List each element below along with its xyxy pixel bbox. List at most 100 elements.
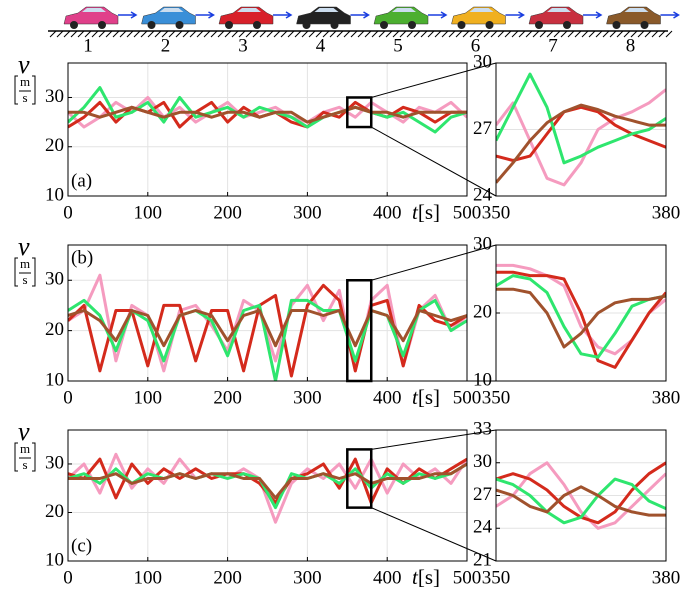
x-tick-label: 100 xyxy=(134,387,163,408)
x-tick-label: 350 xyxy=(482,202,511,223)
y-tick-label: 20 xyxy=(473,301,492,322)
wheel xyxy=(330,21,339,29)
x-tick-label: 380 xyxy=(652,567,681,588)
car-window xyxy=(624,8,649,12)
series-line xyxy=(68,86,467,134)
vehicle-number: 7 xyxy=(548,35,558,56)
arrow xyxy=(583,11,603,19)
x-tick-label: 350 xyxy=(482,567,511,588)
series-line xyxy=(68,309,467,348)
arrow xyxy=(505,11,525,19)
x-tick-label: 500 xyxy=(453,202,482,223)
x-tick-label: 0 xyxy=(63,567,73,588)
y-tick-label: 30 xyxy=(473,451,492,472)
panel-label: (b) xyxy=(71,247,93,268)
wheel xyxy=(485,21,494,29)
x-label-var: t xyxy=(412,385,419,409)
x-tick-label: 300 xyxy=(293,387,322,408)
zoom-box xyxy=(346,96,373,129)
zoom-connector xyxy=(371,62,497,98)
x-label-var: t xyxy=(412,200,419,224)
wheel xyxy=(457,21,466,29)
zoom-connector xyxy=(371,507,497,562)
y-tick-label: 10 xyxy=(45,369,64,390)
y-tick-label: 24 xyxy=(473,184,493,205)
x-tick-label: 400 xyxy=(373,202,402,223)
y-unit-den: s xyxy=(22,90,27,105)
panel-label: (c) xyxy=(71,535,92,556)
series-line xyxy=(496,461,666,530)
y-unit-den: s xyxy=(22,457,27,472)
x-tick-label: 400 xyxy=(373,387,402,408)
arrow xyxy=(195,11,215,19)
y-label: v xyxy=(18,417,30,446)
wheel xyxy=(640,21,649,29)
vehicle-number: 1 xyxy=(83,35,93,56)
series-line xyxy=(496,88,666,187)
y-unit-den: s xyxy=(22,272,27,287)
y-tick-label: 30 xyxy=(45,269,64,290)
series-line xyxy=(68,462,467,500)
x-label: t[s] xyxy=(412,565,440,589)
bracket xyxy=(14,257,36,287)
x-tick-label: 100 xyxy=(134,567,163,588)
y-tick-label: 30 xyxy=(45,86,64,107)
x-tick-label: 500 xyxy=(453,567,482,588)
car-window xyxy=(159,8,184,12)
car-window xyxy=(237,8,261,12)
vehicle-number: 4 xyxy=(316,35,326,56)
vehicle xyxy=(606,6,661,29)
vehicle-number: 5 xyxy=(393,35,403,56)
x-tick-label: 380 xyxy=(652,202,681,223)
axes-frame xyxy=(495,244,667,382)
wheel xyxy=(563,21,571,29)
vehicle xyxy=(218,6,274,29)
x-tick-label: 300 xyxy=(293,567,322,588)
series-line xyxy=(496,477,666,525)
wheel xyxy=(535,21,543,29)
axes-frame xyxy=(67,244,468,382)
arrow xyxy=(273,11,293,19)
car-window xyxy=(469,8,494,12)
x-tick-label: 380 xyxy=(652,387,681,408)
wheel xyxy=(612,21,621,29)
y-tick-label: 20 xyxy=(45,319,64,340)
axes-frame xyxy=(67,62,468,197)
series-line xyxy=(496,270,666,369)
vehicle xyxy=(63,6,119,29)
x-label-unit: [s] xyxy=(418,385,440,409)
bracket xyxy=(14,75,36,105)
y-tick-label: 21 xyxy=(473,549,492,570)
y-tick-label: 20 xyxy=(45,501,64,522)
wheel xyxy=(98,21,106,29)
y-tick-label: 27 xyxy=(473,118,492,139)
series-line xyxy=(68,105,467,124)
zoom-connector xyxy=(371,429,497,450)
x-tick-label: 0 xyxy=(63,387,73,408)
y-unit-num: m xyxy=(20,74,30,89)
car-window xyxy=(314,8,339,12)
y-tick-label: 10 xyxy=(45,184,64,205)
y-label: v xyxy=(18,50,30,79)
vehicle-number: 2 xyxy=(161,35,171,56)
bracket xyxy=(14,442,36,472)
wheel xyxy=(380,21,388,29)
y-tick-label: 30 xyxy=(473,233,492,254)
vehicle-number: 3 xyxy=(238,35,248,56)
x-label-unit: [s] xyxy=(418,200,440,224)
wheel xyxy=(70,21,78,29)
wheel xyxy=(302,21,311,29)
x-tick-label: 0 xyxy=(63,202,73,223)
road xyxy=(48,30,673,38)
vehicle-number: 8 xyxy=(626,35,636,56)
series-line xyxy=(68,452,467,524)
x-tick-label: 300 xyxy=(293,202,322,223)
axes-frame xyxy=(67,429,468,562)
wheel xyxy=(408,21,416,29)
x-label-var: t xyxy=(412,565,419,589)
x-tick-label: 100 xyxy=(134,202,163,223)
wheel xyxy=(253,21,261,29)
car-window xyxy=(392,8,416,12)
vehicle xyxy=(451,6,506,29)
axes-frame xyxy=(495,62,667,197)
